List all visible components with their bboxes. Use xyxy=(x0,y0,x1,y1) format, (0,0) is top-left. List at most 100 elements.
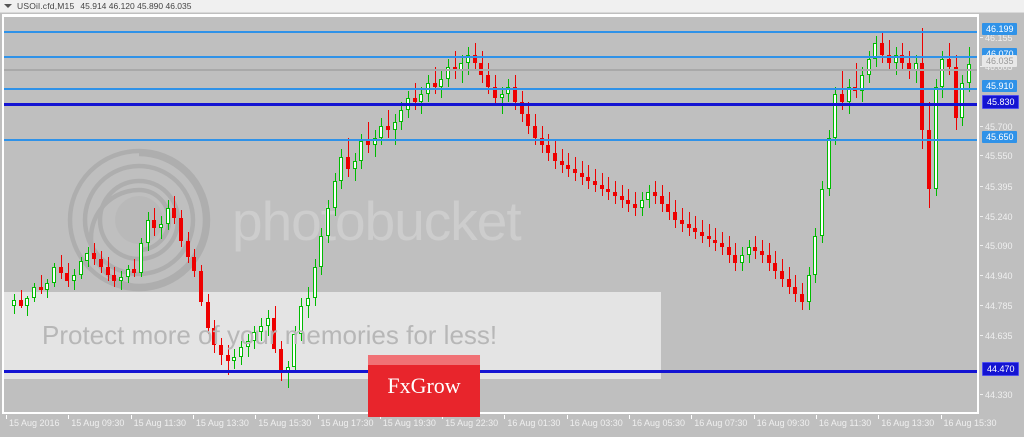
chart-canvas[interactable]: photobucket Protect more of your memorie… xyxy=(4,17,979,412)
current-price-label: 46.035 xyxy=(982,55,1017,68)
candle-body xyxy=(820,188,824,236)
price-level-line[interactable] xyxy=(4,30,979,33)
price-level-label[interactable]: 46.199 xyxy=(982,22,1017,35)
candle-body xyxy=(319,235,323,267)
candle-wick xyxy=(615,180,616,205)
candle-wick xyxy=(502,86,503,115)
candle-wick xyxy=(582,161,583,185)
candle-body xyxy=(720,243,724,248)
candle-body xyxy=(366,141,370,146)
price-tick-label: 45.395 xyxy=(979,182,1013,193)
candle-body xyxy=(540,137,544,146)
candle-body xyxy=(833,94,837,138)
price-level-line[interactable] xyxy=(4,56,979,59)
candle-body xyxy=(353,161,357,169)
price-level-label[interactable]: 45.910 xyxy=(982,79,1017,92)
candle-body xyxy=(152,219,156,228)
candle-body xyxy=(560,161,564,165)
candle-body xyxy=(373,137,377,146)
candle-body xyxy=(192,257,196,271)
price-tick-label: 44.940 xyxy=(979,271,1013,282)
watermark-band xyxy=(4,292,661,379)
candle-wick xyxy=(395,114,396,146)
candle-body xyxy=(119,276,123,281)
candle-body xyxy=(333,180,337,209)
candle-wick xyxy=(161,215,162,240)
chevron-down-icon[interactable] xyxy=(4,4,12,8)
candle-body xyxy=(954,66,958,118)
price-level-line[interactable] xyxy=(4,87,979,90)
candle-body xyxy=(226,355,230,362)
price-axis[interactable]: 46.15546.00545.70045.55045.39545.24045.0… xyxy=(977,14,1024,414)
candle-body xyxy=(99,259,103,267)
candle-body xyxy=(520,102,524,115)
candle-body xyxy=(773,263,777,271)
candle-body xyxy=(780,270,784,279)
watermark-brand-text: photobucket xyxy=(232,190,522,252)
candle-body xyxy=(252,331,256,342)
price-level-label[interactable]: 44.470 xyxy=(982,361,1019,376)
candle-body xyxy=(613,192,617,197)
candle-body xyxy=(466,55,470,64)
time-tick-label: 16 Aug 05:30 xyxy=(632,418,686,428)
candle-body xyxy=(840,94,844,103)
candle-body xyxy=(65,272,69,281)
candle-wick xyxy=(368,121,369,154)
candle-body xyxy=(934,86,938,189)
chart-plot-frame[interactable]: photobucket Protect more of your memorie… xyxy=(2,14,1022,414)
candle-wick xyxy=(689,212,690,236)
candle-body xyxy=(126,268,130,277)
candle-body xyxy=(500,94,504,99)
candle-body xyxy=(727,247,731,256)
price-level-line[interactable] xyxy=(4,103,979,107)
candle-wick xyxy=(455,51,456,79)
candle-body xyxy=(813,235,817,275)
broker-logo-text: FxGrow xyxy=(387,373,461,398)
price-level-line[interactable] xyxy=(4,138,979,141)
candle-body xyxy=(733,255,737,264)
candle-body xyxy=(446,66,450,79)
candle-body xyxy=(246,341,250,348)
time-tick-label: 16 Aug 03:30 xyxy=(569,418,623,428)
time-tick-label: 15 Aug 13:30 xyxy=(195,418,249,428)
candle-body xyxy=(660,196,664,205)
candle-body xyxy=(894,55,898,64)
time-tick-mark xyxy=(566,415,568,419)
candle-body xyxy=(787,278,791,287)
candle-body xyxy=(299,306,303,334)
candle-body xyxy=(39,286,43,291)
candle-body xyxy=(379,125,383,138)
candle-body xyxy=(79,261,83,275)
watermark-tagline: Protect more of your memories for less! xyxy=(42,320,498,350)
price-level-label[interactable]: 45.650 xyxy=(982,130,1017,143)
candle-body xyxy=(640,200,644,209)
candle-wick xyxy=(608,176,609,201)
price-level-label[interactable]: 45.830 xyxy=(982,95,1019,110)
candle-body xyxy=(887,55,891,64)
candle-body xyxy=(513,86,517,103)
time-tick-mark xyxy=(317,415,319,419)
price-level-line[interactable] xyxy=(4,68,979,71)
price-tick-label: 46.155 xyxy=(979,33,1013,44)
candle-body xyxy=(580,172,584,177)
candle-wick xyxy=(889,39,890,71)
candle-wick xyxy=(575,157,576,181)
candle-body xyxy=(59,266,63,273)
candle-wick xyxy=(682,208,683,232)
time-axis[interactable]: 15 Aug 2016 15 Aug 09:30 15 Aug 11:30 15 Au… xyxy=(2,415,1024,437)
candle-wick xyxy=(602,172,603,197)
time-tick-mark xyxy=(6,415,7,419)
candle-body xyxy=(339,157,343,181)
candle-wick xyxy=(21,290,22,309)
candle-body xyxy=(199,270,203,303)
candle-body xyxy=(713,239,717,244)
candle-wick xyxy=(121,270,122,291)
candle-body xyxy=(12,300,16,307)
price-tick-label: 45.090 xyxy=(979,241,1013,252)
candle-wick xyxy=(435,66,436,95)
candle-body xyxy=(546,145,550,154)
price-level-line[interactable] xyxy=(4,369,979,373)
candle-wick xyxy=(755,235,756,260)
candle-body xyxy=(526,114,530,126)
candle-body xyxy=(139,243,143,273)
